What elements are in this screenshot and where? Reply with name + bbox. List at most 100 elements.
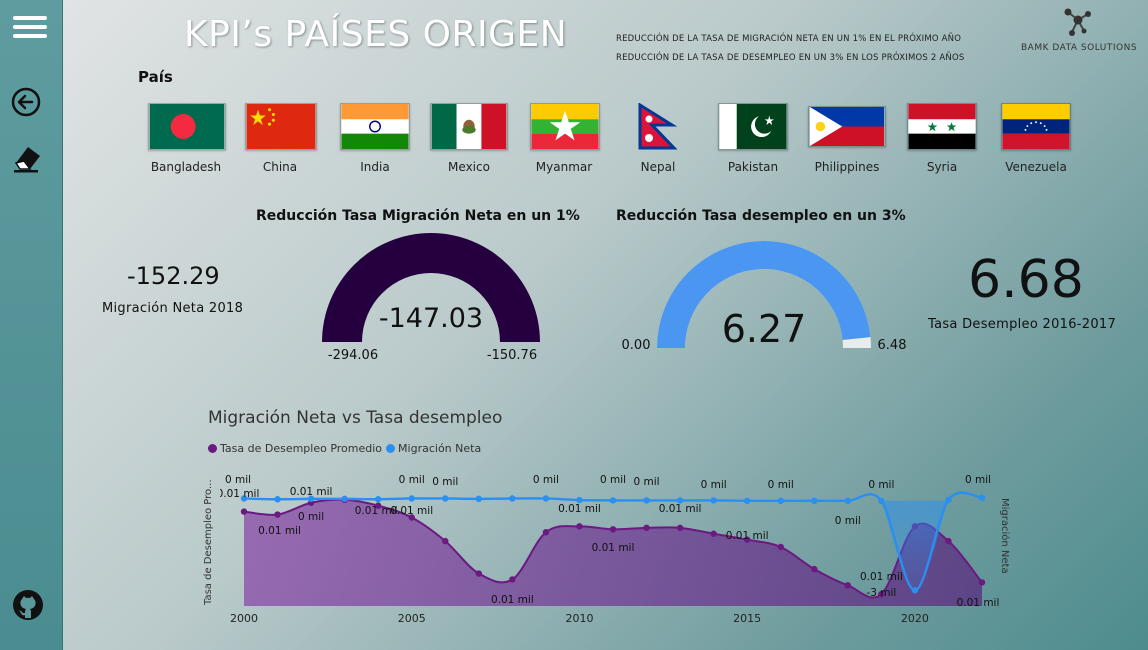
x-tick-2020: 2020	[901, 612, 929, 625]
legend-item-unemployment[interactable]: Tasa de Desempleo Promedio	[208, 442, 382, 455]
unemployment-area	[244, 499, 982, 606]
flag-india[interactable]	[340, 103, 410, 150]
chart-legend: Tasa de Desempleo Promedio Migración Net…	[208, 442, 485, 455]
migration-point-2004	[374, 496, 382, 503]
flag-label-mexico[interactable]: Mexico	[448, 160, 490, 174]
migration-point-2005	[408, 495, 415, 502]
migration-dip-area	[881, 500, 949, 591]
flag-china[interactable]	[245, 103, 317, 150]
data-label: 0 mil	[533, 474, 559, 486]
legend-item-migration[interactable]: Migración Neta	[386, 442, 481, 455]
unemployment-point-2011	[609, 526, 617, 533]
flag-label-myanmar[interactable]: Myanmar	[535, 160, 593, 174]
gauge-migration-fill	[322, 233, 540, 342]
data-label: 0.01 mil	[390, 505, 433, 517]
flag-venezuela[interactable]	[1001, 103, 1071, 150]
x-tick-2015: 2015	[733, 612, 761, 625]
gauge-migration-title: Reducción Tasa Migración Neta en un 1%	[256, 208, 580, 224]
data-label: 0.01 mil	[491, 594, 534, 606]
flag-label-bangladesh[interactable]: Bangladesh	[150, 160, 222, 174]
github-icon[interactable]	[8, 585, 48, 625]
x-tick-2000: 2000	[230, 612, 258, 625]
company-logo-icon	[1064, 8, 1091, 36]
gauge-unemployment: 6.27 0.00 6.48	[622, 241, 907, 353]
data-label: 0 mil	[399, 474, 425, 486]
migration-point-2011	[609, 497, 617, 504]
country-filter-label: País	[138, 68, 173, 86]
migration-point-2018	[844, 497, 852, 504]
flag-mexico[interactable]	[430, 103, 508, 150]
gauge-unemployment-max: 6.48	[878, 338, 907, 353]
data-label: 0.01 mil	[592, 542, 635, 554]
migration-point-2019	[878, 497, 885, 504]
gauge-unemployment-title: Reducción Tasa desempleo en un 3%	[616, 208, 906, 224]
flag-syria[interactable]	[907, 103, 977, 150]
unemployment-point-2000	[240, 508, 248, 515]
data-label: 0.01 mil	[726, 530, 769, 542]
legend-label-unemployment: Tasa de Desempleo Promedio	[220, 442, 383, 455]
migration-point-2017	[811, 497, 818, 504]
unemployment-point-2005	[408, 514, 415, 521]
data-label: 0 mil	[225, 474, 251, 486]
migration-point-2022	[978, 494, 986, 501]
data-label: 0 mil	[432, 476, 458, 488]
flag-label-pakistan[interactable]: Pakistan	[727, 160, 779, 174]
data-label: 0 mil	[768, 479, 794, 491]
unemployment-point-2019	[878, 591, 885, 598]
flag-pakistan[interactable]	[718, 103, 788, 150]
migration-point-2012	[643, 497, 650, 504]
gauge-migration-max: -150.76	[487, 348, 537, 363]
flag-label-venezuela[interactable]: Venezuela	[1005, 160, 1067, 174]
unemployment-point-2021	[945, 537, 952, 545]
flag-label-china[interactable]: China	[262, 160, 298, 174]
migration-point-2010	[576, 496, 583, 504]
unemployment-point-2001	[274, 511, 281, 518]
data-label: 0.01 mil	[290, 486, 333, 498]
migration-point-2003	[341, 495, 348, 503]
kpi-migration-label: Migración Neta 2018	[102, 301, 244, 316]
flag-bangladesh[interactable]	[148, 103, 226, 150]
eraser-icon[interactable]	[7, 138, 47, 178]
data-label: 0 mil	[600, 474, 626, 486]
kpi-migration-value: -152.29	[127, 262, 220, 290]
data-label: 0.01 mil	[258, 525, 301, 537]
flag-label-nepal[interactable]: Nepal	[640, 160, 676, 174]
flag-label-syria[interactable]: Syria	[926, 160, 958, 174]
hamburger-menu-icon[interactable]	[10, 7, 50, 47]
unemployment-point-2022	[978, 579, 986, 586]
gauge-migration: -147.03 -294.06 -150.76	[322, 233, 540, 363]
back-arrow-icon[interactable]	[6, 82, 46, 122]
flag-philippines[interactable]	[808, 106, 886, 147]
gauge-migration-value: -147.03	[379, 303, 483, 334]
unemployment-point-2012	[643, 524, 650, 532]
goal-unemployment: REDUCCIÓN DE LA TASA DE DESEMPLEO EN UN …	[616, 53, 965, 63]
migration-point-2014	[710, 497, 717, 504]
unemployment-point-2013	[676, 524, 684, 532]
unemployment-point-2004	[374, 502, 382, 509]
legend-swatch-unemployment	[208, 444, 217, 453]
migration-point-2006	[442, 495, 449, 502]
unemployment-point-2015	[743, 536, 751, 543]
goals-text: REDUCCIÓN DE LA TASA DE MIGRACIÓN NETA E…	[616, 30, 964, 68]
chart-title: Migración Neta vs Tasa desempleo	[208, 408, 503, 428]
flag-nepal[interactable]	[638, 103, 678, 150]
x-tick-2005: 2005	[398, 612, 426, 625]
flag-label-philippines[interactable]: Philippines	[814, 160, 880, 174]
gauge-unemployment-value: 6.27	[722, 307, 807, 351]
migration-point-2002	[307, 495, 315, 503]
legend-label-migration: Migración Neta	[398, 442, 482, 455]
unemployment-point-2018	[844, 582, 852, 589]
data-label: -3 mil	[866, 587, 896, 599]
page-title: KPI’s PAÍSES ORIGEN	[184, 14, 568, 55]
data-label: 0.01 mil	[659, 503, 702, 515]
data-label: 0.01 mil	[220, 488, 259, 500]
migration-line	[243, 491, 983, 592]
flag-label-india[interactable]: India	[360, 160, 390, 174]
legend-swatch-migration	[386, 444, 396, 453]
migration-point-2009	[542, 495, 550, 502]
kpi-unemployment-label: Tasa Desempleo 2016-2017	[928, 317, 1117, 332]
left-axis-label: Tasa de Desempleo Pro...	[203, 479, 214, 605]
data-label: 0 mil	[633, 476, 659, 488]
flag-myanmar[interactable]	[530, 103, 600, 150]
